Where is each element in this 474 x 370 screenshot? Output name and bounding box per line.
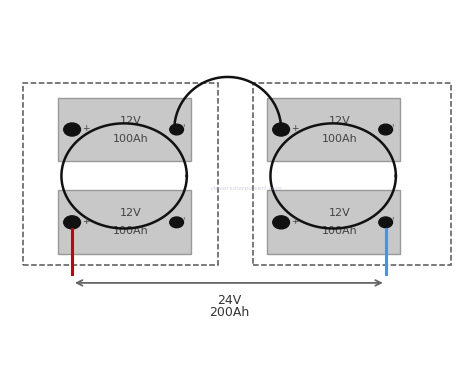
- Text: +: +: [82, 217, 90, 226]
- Text: +: +: [292, 217, 299, 226]
- FancyBboxPatch shape: [267, 191, 400, 254]
- Text: ': ': [182, 124, 185, 134]
- Text: 12V: 12V: [329, 116, 351, 126]
- Text: 100Ah: 100Ah: [113, 134, 149, 144]
- FancyBboxPatch shape: [58, 191, 191, 254]
- Text: cleversolarpowert.com: cleversolarpowert.com: [210, 186, 283, 191]
- FancyBboxPatch shape: [58, 98, 191, 161]
- Circle shape: [273, 123, 290, 136]
- Circle shape: [64, 216, 81, 229]
- Circle shape: [379, 124, 392, 135]
- Text: ': ': [391, 216, 394, 226]
- Bar: [23, 84, 219, 265]
- Circle shape: [379, 217, 392, 228]
- Bar: [253, 84, 451, 265]
- Circle shape: [170, 124, 183, 135]
- Text: 12V: 12V: [120, 208, 142, 218]
- Circle shape: [170, 217, 183, 228]
- FancyBboxPatch shape: [267, 98, 400, 161]
- Text: +: +: [292, 124, 299, 133]
- Text: ': ': [391, 124, 394, 134]
- Circle shape: [64, 123, 81, 136]
- Text: 100Ah: 100Ah: [322, 134, 358, 144]
- Circle shape: [273, 216, 290, 229]
- Text: 24V: 24V: [217, 294, 241, 307]
- Text: 100Ah: 100Ah: [113, 226, 149, 236]
- Text: ': ': [182, 216, 185, 226]
- Text: 200Ah: 200Ah: [209, 306, 249, 319]
- Text: +: +: [82, 124, 90, 133]
- Text: 12V: 12V: [329, 208, 351, 218]
- Text: 100Ah: 100Ah: [322, 226, 358, 236]
- Text: 12V: 12V: [120, 116, 142, 126]
